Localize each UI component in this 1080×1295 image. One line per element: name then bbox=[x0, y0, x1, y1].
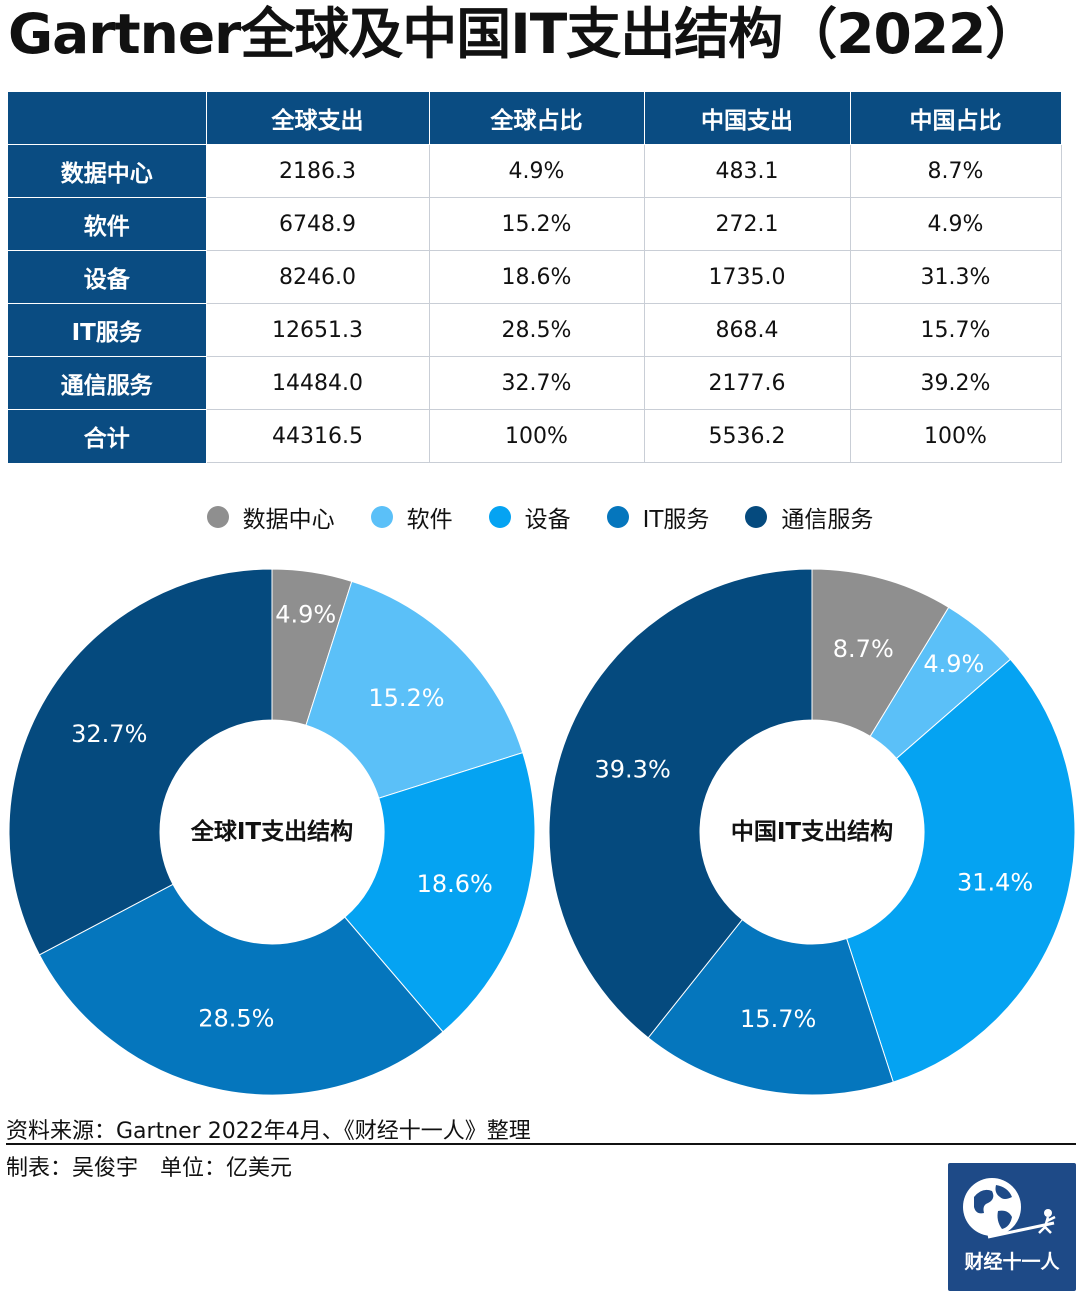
table-cell: 4.9% bbox=[849, 197, 1062, 251]
table-row: 设备 8246.0 18.6% 1735.0 31.3% bbox=[8, 250, 1062, 304]
table-cell: 28.5% bbox=[428, 303, 645, 357]
column-header: 全球占比 bbox=[428, 92, 645, 145]
table-cell: 39.2% bbox=[849, 356, 1062, 410]
table-cell: 5536.2 bbox=[643, 409, 851, 463]
table-corner-cell bbox=[8, 92, 207, 145]
table-row: 合计 44316.5 100% 5536.2 100% bbox=[8, 409, 1062, 463]
table-cell: 12651.3 bbox=[205, 303, 430, 357]
donut-slice bbox=[548, 568, 813, 1039]
legend-swatch bbox=[488, 506, 511, 528]
slice-label: 39.3% bbox=[595, 755, 671, 783]
data-table: 全球支出 全球占比 中国支出 中国占比 数据中心 2186.3 4.9% 483… bbox=[8, 92, 1062, 463]
table-row: IT服务 12651.3 28.5% 868.4 15.7% bbox=[8, 303, 1062, 357]
column-header: 中国占比 bbox=[849, 92, 1062, 145]
legend-swatch bbox=[206, 506, 229, 528]
footer-divider bbox=[6, 1143, 1076, 1145]
table-cell: 483.1 bbox=[643, 144, 851, 198]
legend-swatch bbox=[370, 506, 393, 528]
table-cell: 100% bbox=[849, 409, 1062, 463]
slice-label: 15.2% bbox=[368, 684, 444, 712]
column-header: 全球支出 bbox=[205, 92, 430, 145]
table-cell: 18.6% bbox=[428, 250, 645, 304]
legend-item: 设备 bbox=[488, 500, 571, 534]
donut-slice bbox=[845, 658, 1076, 1083]
donut-center-label: 全球IT支出结构 bbox=[190, 818, 353, 845]
table-cell: 14484.0 bbox=[205, 356, 430, 410]
table-cell: 868.4 bbox=[643, 303, 851, 357]
donut-slice bbox=[647, 918, 894, 1096]
row-label: 设备 bbox=[8, 250, 207, 304]
table-cell: 44316.5 bbox=[205, 409, 430, 463]
legend-item: 数据中心 bbox=[206, 500, 335, 534]
table-cell: 8246.0 bbox=[205, 250, 430, 304]
legend-item: IT服务 bbox=[606, 500, 710, 534]
slice-label: 32.7% bbox=[71, 720, 147, 748]
slice-label: 31.4% bbox=[957, 869, 1033, 897]
legend-item: 软件 bbox=[370, 500, 453, 534]
slice-label: 15.7% bbox=[740, 1005, 816, 1033]
chart-legend: 数据中心 软件 设备 IT服务 通信服务 bbox=[0, 500, 1080, 534]
table-cell: 15.2% bbox=[428, 197, 645, 251]
table-row: 软件 6748.9 15.2% 272.1 4.9% bbox=[8, 197, 1062, 251]
slice-label: 28.5% bbox=[198, 1005, 274, 1033]
legend-label: 通信服务 bbox=[781, 507, 874, 533]
brand-logo: 财经十一人 bbox=[948, 1163, 1076, 1291]
column-header: 中国支出 bbox=[643, 92, 851, 145]
table-cell: 15.7% bbox=[849, 303, 1062, 357]
table-row: 数据中心 2186.3 4.9% 483.1 8.7% bbox=[8, 144, 1062, 198]
table-cell: 32.7% bbox=[428, 356, 645, 410]
donut-center-label: 中国IT支出结构 bbox=[731, 818, 893, 845]
legend-label: 数据中心 bbox=[242, 507, 335, 533]
donut-slice bbox=[38, 883, 444, 1096]
maker-note: 制表：吴俊宇 单位：亿美元 bbox=[6, 1156, 293, 1181]
china-donut-chart: 8.7% 4.9% 31.4% 15.7% 39.3% 中国IT支出结构 bbox=[548, 568, 1076, 1096]
legend-swatch bbox=[745, 506, 768, 528]
row-label: 数据中心 bbox=[8, 144, 207, 198]
table-cell: 1735.0 bbox=[643, 250, 851, 304]
legend-label: 软件 bbox=[406, 507, 453, 533]
slice-label: 18.6% bbox=[417, 870, 493, 898]
legend-swatch bbox=[606, 506, 629, 528]
donut-slice bbox=[305, 580, 524, 799]
legend-label: 设备 bbox=[524, 507, 571, 533]
global-donut-chart: 4.9% 15.2% 18.6% 28.5% 32.7% 全球IT支出结构 bbox=[8, 568, 536, 1096]
row-label: 通信服务 bbox=[8, 356, 207, 410]
logo-text: 财经十一人 bbox=[964, 1251, 1060, 1273]
page-title: Gartner全球及中国IT支出结构（2022） bbox=[8, 2, 1040, 66]
globe-icon bbox=[963, 1178, 1056, 1239]
slice-label: 8.7% bbox=[833, 635, 894, 663]
row-label: 软件 bbox=[8, 197, 207, 251]
slice-label: 4.9% bbox=[275, 601, 336, 629]
table-cell: 272.1 bbox=[643, 197, 851, 251]
table-cell: 4.9% bbox=[428, 144, 645, 198]
table-row: 通信服务 14484.0 32.7% 2177.6 39.2% bbox=[8, 356, 1062, 410]
table-cell: 6748.9 bbox=[205, 197, 430, 251]
table-header-row: 全球支出 全球占比 中国支出 中国占比 bbox=[8, 92, 1062, 145]
table-cell: 2177.6 bbox=[643, 356, 851, 410]
donut-slice bbox=[8, 568, 273, 956]
slice-label: 4.9% bbox=[923, 650, 984, 678]
row-label: IT服务 bbox=[8, 303, 207, 357]
row-label: 合计 bbox=[8, 409, 207, 463]
source-note: 资料来源：Gartner 2022年4月、《财经十一人》整理 bbox=[6, 1119, 531, 1144]
donut-slice bbox=[344, 751, 536, 1033]
table-cell: 100% bbox=[428, 409, 645, 463]
table-cell: 2186.3 bbox=[205, 144, 430, 198]
legend-label: IT服务 bbox=[642, 507, 710, 533]
legend-item: 通信服务 bbox=[745, 500, 873, 534]
table-cell: 31.3% bbox=[849, 250, 1062, 304]
table-cell: 8.7% bbox=[849, 144, 1062, 198]
